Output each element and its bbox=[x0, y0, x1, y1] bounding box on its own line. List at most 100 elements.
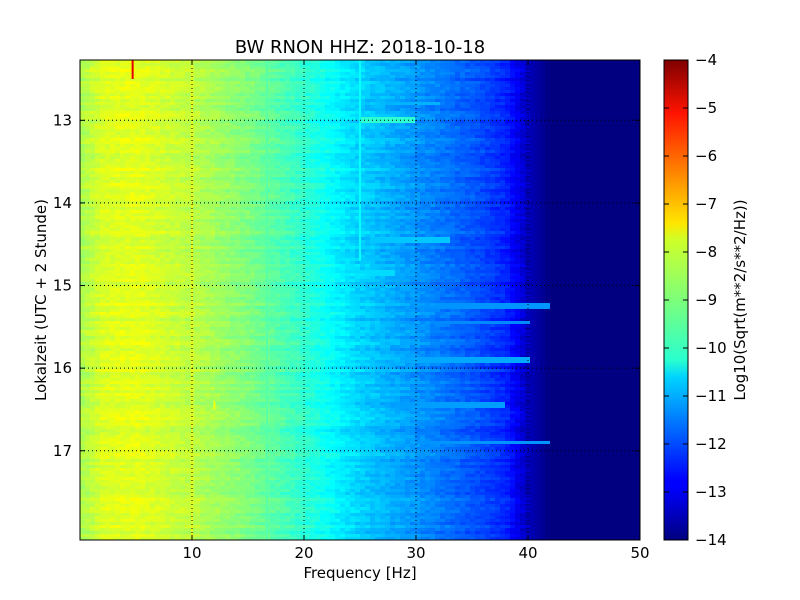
heatmap-cell bbox=[240, 87, 246, 91]
heatmap-cell bbox=[200, 105, 206, 109]
heatmap-cell bbox=[575, 96, 581, 100]
heatmap-cell bbox=[130, 78, 136, 82]
heatmap-cell bbox=[485, 99, 491, 103]
heatmap-cell bbox=[165, 108, 171, 112]
heatmap-cell bbox=[215, 117, 221, 121]
heatmap-cell bbox=[385, 60, 391, 64]
heatmap-cell bbox=[390, 63, 396, 67]
heatmap-cell bbox=[590, 66, 596, 70]
heatmap-cell bbox=[530, 111, 536, 115]
heatmap-cell bbox=[300, 111, 306, 115]
heatmap-cell bbox=[350, 87, 356, 91]
heatmap-cell bbox=[325, 78, 331, 82]
heatmap-cell bbox=[110, 111, 116, 115]
heatmap-cell bbox=[260, 126, 266, 130]
heatmap-cell bbox=[300, 126, 306, 130]
heatmap-cell bbox=[355, 114, 361, 118]
heatmap-cell bbox=[480, 78, 486, 82]
heatmap-cell bbox=[235, 126, 241, 130]
heatmap-cell bbox=[170, 75, 176, 79]
heatmap-cell bbox=[475, 78, 481, 82]
heatmap-cell bbox=[560, 102, 566, 106]
heatmap-cell bbox=[590, 81, 596, 85]
heatmap-cell bbox=[460, 111, 466, 115]
heatmap-cell bbox=[370, 63, 376, 67]
heatmap-cell bbox=[360, 66, 366, 70]
heatmap-cell bbox=[375, 114, 381, 118]
heatmap-cell bbox=[210, 90, 216, 94]
heatmap-cell bbox=[95, 99, 101, 103]
heatmap-cell bbox=[395, 129, 401, 133]
heatmap-cell bbox=[185, 90, 191, 94]
heatmap-cell bbox=[325, 105, 331, 109]
heatmap-cell bbox=[145, 69, 151, 73]
heatmap-cell bbox=[455, 126, 461, 130]
heatmap-cell bbox=[160, 69, 166, 73]
heatmap-cell bbox=[140, 75, 146, 79]
heatmap-cell bbox=[115, 78, 121, 82]
heatmap-cell bbox=[260, 120, 266, 124]
heatmap-cell bbox=[475, 105, 481, 109]
heatmap-cell bbox=[170, 66, 176, 70]
heatmap-cell bbox=[455, 123, 461, 127]
heatmap-cell bbox=[235, 69, 241, 73]
heatmap-cell bbox=[255, 87, 261, 91]
heatmap-cell bbox=[470, 90, 476, 94]
heatmap-cell bbox=[395, 81, 401, 85]
heatmap-cell bbox=[445, 111, 451, 115]
heatmap-cell bbox=[275, 69, 281, 73]
heatmap-cell bbox=[200, 66, 206, 70]
heatmap-cell bbox=[355, 96, 361, 100]
heatmap-cell bbox=[570, 102, 576, 106]
heatmap-cell bbox=[355, 60, 361, 64]
heatmap-cell bbox=[570, 105, 576, 109]
heatmap-cell bbox=[635, 84, 640, 88]
heatmap-cell bbox=[525, 93, 531, 97]
heatmap-cell bbox=[105, 105, 111, 109]
heatmap-cell bbox=[280, 126, 286, 130]
heatmap-cell bbox=[390, 117, 396, 121]
heatmap-cell bbox=[125, 117, 131, 121]
heatmap-cell bbox=[565, 114, 571, 118]
heatmap-cell bbox=[550, 90, 556, 94]
heatmap-cell bbox=[150, 78, 156, 82]
heatmap-cell bbox=[135, 63, 141, 67]
heatmap-cell bbox=[540, 126, 546, 130]
heatmap-cell bbox=[175, 66, 181, 70]
heatmap-cell bbox=[120, 117, 126, 121]
heatmap-cell bbox=[210, 108, 216, 112]
heatmap-cell bbox=[320, 102, 326, 106]
heatmap-cell bbox=[550, 78, 556, 82]
heatmap-cell bbox=[225, 63, 231, 67]
heatmap-cell bbox=[180, 81, 186, 85]
heatmap-cell bbox=[500, 120, 506, 124]
heatmap-cell bbox=[420, 90, 426, 94]
heatmap-cell bbox=[360, 129, 366, 133]
heatmap-cell bbox=[585, 90, 591, 94]
heatmap-cell bbox=[470, 117, 476, 121]
heatmap-cell bbox=[535, 69, 541, 73]
heatmap-cell bbox=[85, 93, 91, 97]
heatmap-cell bbox=[145, 60, 151, 64]
heatmap-cell bbox=[280, 60, 286, 64]
heatmap-cell bbox=[140, 102, 146, 106]
heatmap-cell bbox=[300, 117, 306, 121]
heatmap-cell bbox=[380, 108, 386, 112]
heatmap-cell bbox=[415, 96, 421, 100]
heatmap-cell bbox=[495, 114, 501, 118]
heatmap-cell bbox=[385, 72, 391, 76]
heatmap-cell bbox=[585, 114, 591, 118]
heatmap-cell bbox=[430, 105, 436, 109]
heatmap-cell bbox=[585, 99, 591, 103]
heatmap-cell bbox=[440, 123, 446, 127]
heatmap-cell bbox=[450, 99, 456, 103]
heatmap-cell bbox=[160, 90, 166, 94]
heatmap-cell bbox=[140, 87, 146, 91]
heatmap-cell bbox=[230, 117, 236, 121]
heatmap-cell bbox=[195, 72, 201, 76]
heatmap-cell bbox=[515, 78, 521, 82]
heatmap-cell bbox=[460, 126, 466, 130]
heatmap-cell bbox=[635, 78, 640, 82]
heatmap-cell bbox=[570, 72, 576, 76]
heatmap-cell bbox=[485, 120, 491, 124]
